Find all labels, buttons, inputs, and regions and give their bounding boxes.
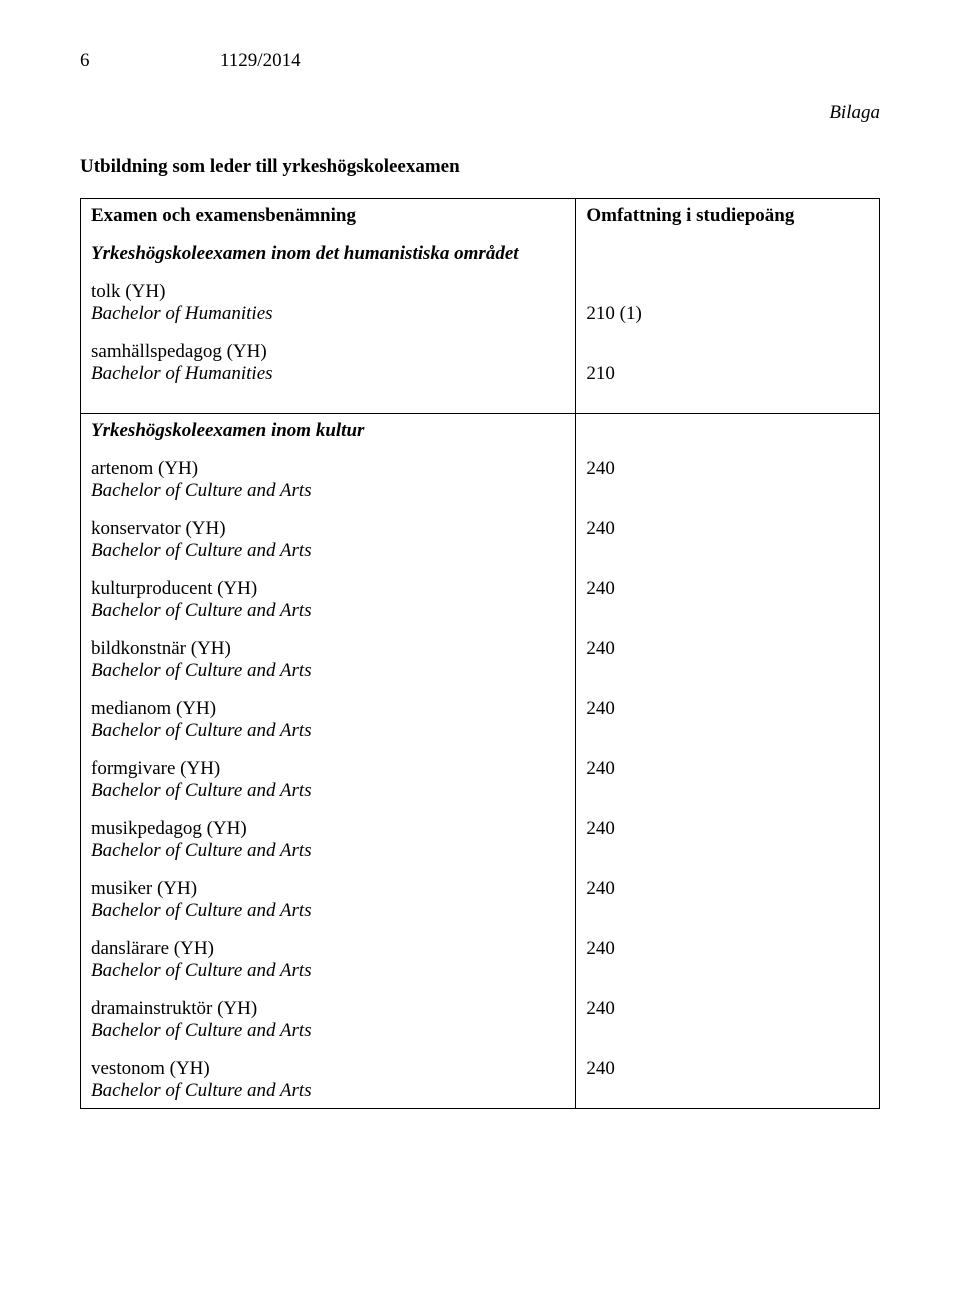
main-title: Utbildning som leder till yrkeshögskolee… xyxy=(80,156,880,178)
spacer xyxy=(586,600,869,622)
exam-name: konservator (YH) xyxy=(91,518,565,540)
page-header: 6 1129/2014 xyxy=(80,50,880,72)
points-entry: 240 xyxy=(586,638,869,682)
exam-points: 240 xyxy=(586,518,869,540)
exam-points: 240 xyxy=(586,698,869,720)
exam-name: kulturproducent (YH) xyxy=(91,578,565,600)
points-entry: 240 xyxy=(586,998,869,1042)
points-entry: 240 xyxy=(586,518,869,562)
spacer xyxy=(586,540,869,562)
spacer xyxy=(586,1020,869,1042)
exam-name: musikpedagog (YH) xyxy=(91,818,565,840)
exam-entry: vestonom (YH) Bachelor of Culture and Ar… xyxy=(91,1058,565,1102)
exam-entry: artenom (YH) Bachelor of Culture and Art… xyxy=(91,458,565,502)
exam-entry: samhällspedagog (YH) Bachelor of Humanit… xyxy=(91,341,565,385)
spacer xyxy=(586,1080,869,1102)
exam-degree: Bachelor of Culture and Arts xyxy=(91,720,565,742)
exam-entry: musiker (YH) Bachelor of Culture and Art… xyxy=(91,878,565,922)
group-heading: Yrkeshögskoleexamen inom kultur xyxy=(91,420,565,442)
exam-name: medianom (YH) xyxy=(91,698,565,720)
exam-points: 240 xyxy=(586,938,869,960)
exam-name: tolk (YH) xyxy=(91,281,565,303)
column-header-right: Omfattning i studiepoäng xyxy=(586,205,869,227)
exam-degree: Bachelor of Culture and Arts xyxy=(91,960,565,982)
document-page: 6 1129/2014 Bilaga Utbildning som leder … xyxy=(0,0,960,1159)
exam-points: 240 xyxy=(586,818,869,840)
table-cell-left: Yrkeshögskoleexamen inom kultur artenom … xyxy=(81,414,576,1109)
exam-degree: Bachelor of Humanities xyxy=(91,363,565,385)
spacer xyxy=(586,243,869,287)
column-header-left: Examen och examensbenämning xyxy=(91,205,565,227)
exam-degree: Bachelor of Culture and Arts xyxy=(91,780,565,802)
exam-degree: Bachelor of Humanities xyxy=(91,303,565,325)
exam-table: Examen och examensbenämning Yrkeshögskol… xyxy=(80,198,880,1109)
exam-name: formgivare (YH) xyxy=(91,758,565,780)
exam-entry: medianom (YH) Bachelor of Culture and Ar… xyxy=(91,698,565,742)
spacer xyxy=(586,900,869,922)
spacer xyxy=(586,960,869,982)
exam-degree: Bachelor of Culture and Arts xyxy=(91,480,565,502)
points-entry: 240 xyxy=(586,818,869,862)
exam-points: 210 (1) xyxy=(586,303,869,325)
points-entry: 240 xyxy=(586,758,869,802)
points-entry: 240 xyxy=(586,1058,869,1102)
exam-points: 240 xyxy=(586,758,869,780)
exam-points: 210 xyxy=(586,363,869,385)
points-entry: 210 (1) xyxy=(586,303,869,347)
spacer xyxy=(586,720,869,742)
exam-entry: tolk (YH) Bachelor of Humanities xyxy=(91,281,565,325)
exam-name: artenom (YH) xyxy=(91,458,565,480)
exam-degree: Bachelor of Culture and Arts xyxy=(91,1080,565,1102)
exam-degree: Bachelor of Culture and Arts xyxy=(91,1020,565,1042)
exam-name: musiker (YH) xyxy=(91,878,565,900)
table-row: Examen och examensbenämning Yrkeshögskol… xyxy=(81,199,880,414)
exam-name: bildkonstnär (YH) xyxy=(91,638,565,660)
exam-entry: dramainstruktör (YH) Bachelor of Culture… xyxy=(91,998,565,1042)
table-row: Yrkeshögskoleexamen inom kultur artenom … xyxy=(81,414,880,1109)
exam-points: 240 xyxy=(586,458,869,480)
points-entry: 240 xyxy=(586,458,869,502)
exam-degree: Bachelor of Culture and Arts xyxy=(91,900,565,922)
exam-degree: Bachelor of Culture and Arts xyxy=(91,840,565,862)
group-heading: Yrkeshögskoleexamen inom det humanistisk… xyxy=(91,243,565,265)
exam-points: 240 xyxy=(586,578,869,600)
exam-points: 240 xyxy=(586,998,869,1020)
exam-points: 240 xyxy=(586,638,869,660)
table-cell-right: 240 240 240 240 240 xyxy=(576,414,880,1109)
exam-points: 240 xyxy=(586,878,869,900)
spacer xyxy=(586,420,869,442)
spacer xyxy=(586,780,869,802)
points-entry: 210 xyxy=(586,363,869,407)
exam-name: danslärare (YH) xyxy=(91,938,565,960)
spacer xyxy=(586,480,869,502)
exam-name: samhällspedagog (YH) xyxy=(91,341,565,363)
table-cell-right: Omfattning i studiepoäng 210 (1) 210 xyxy=(576,199,880,414)
exam-entry: konservator (YH) Bachelor of Culture and… xyxy=(91,518,565,562)
regulation-number: 1129/2014 xyxy=(220,50,301,72)
exam-name: vestonom (YH) xyxy=(91,1058,565,1080)
exam-entry: formgivare (YH) Bachelor of Culture and … xyxy=(91,758,565,802)
points-entry: 240 xyxy=(586,938,869,982)
spacer xyxy=(586,840,869,862)
exam-name: dramainstruktör (YH) xyxy=(91,998,565,1020)
points-entry: 240 xyxy=(586,698,869,742)
points-entry: 240 xyxy=(586,878,869,922)
exam-degree: Bachelor of Culture and Arts xyxy=(91,600,565,622)
exam-points: 240 xyxy=(586,1058,869,1080)
spacer xyxy=(586,385,869,407)
points-entry: 240 xyxy=(586,578,869,622)
page-number: 6 xyxy=(80,50,220,72)
exam-entry: bildkonstnär (YH) Bachelor of Culture an… xyxy=(91,638,565,682)
exam-degree: Bachelor of Culture and Arts xyxy=(91,660,565,682)
exam-entry: musikpedagog (YH) Bachelor of Culture an… xyxy=(91,818,565,862)
exam-entry: danslärare (YH) Bachelor of Culture and … xyxy=(91,938,565,982)
spacer xyxy=(586,325,869,347)
spacer xyxy=(586,660,869,682)
exam-entry: kulturproducent (YH) Bachelor of Culture… xyxy=(91,578,565,622)
table-cell-left: Examen och examensbenämning Yrkeshögskol… xyxy=(81,199,576,414)
bilaga-label: Bilaga xyxy=(80,102,880,124)
exam-degree: Bachelor of Culture and Arts xyxy=(91,540,565,562)
